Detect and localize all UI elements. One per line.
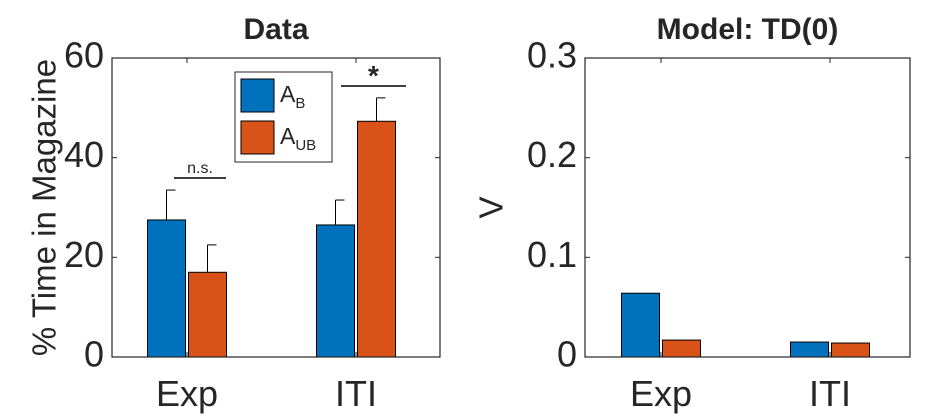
y-tick-label: 60 bbox=[64, 35, 104, 76]
y-tick-label: 20 bbox=[64, 234, 104, 275]
panel-title: Data bbox=[243, 13, 308, 46]
x-tick-label: ITI bbox=[335, 373, 377, 414]
significance-label: n.s. bbox=[187, 160, 213, 177]
bar bbox=[831, 342, 870, 358]
y-tick-label: 40 bbox=[64, 134, 104, 175]
y-tick-label: 0 bbox=[84, 334, 104, 375]
ticks-group: 0 0.1 0.2 0.3 Exp ITI bbox=[527, 35, 910, 414]
bar bbox=[662, 339, 701, 358]
axes-box bbox=[584, 57, 911, 358]
bar bbox=[147, 219, 186, 358]
bar bbox=[790, 341, 829, 358]
x-tick-label: Exp bbox=[156, 373, 218, 414]
bars-group bbox=[621, 292, 870, 358]
x-tick-label: Exp bbox=[630, 373, 692, 414]
legend-swatch bbox=[240, 78, 275, 113]
legend-label-subscript: UB bbox=[295, 137, 316, 154]
y-axis-label: V bbox=[473, 196, 510, 218]
bar bbox=[316, 224, 355, 358]
x-tick-label: ITI bbox=[809, 373, 851, 414]
bar bbox=[188, 271, 227, 358]
y-axis-label: % Time in Magazine bbox=[26, 59, 63, 356]
error-bars-group bbox=[166, 97, 386, 273]
model-panel: 0 0.1 0.2 0.3 Exp ITI Model: TD(0) V bbox=[473, 13, 911, 414]
y-tick-label: 0.2 bbox=[527, 134, 577, 175]
axes-box bbox=[111, 57, 441, 358]
bar bbox=[621, 292, 660, 358]
legend-label-subscript: B bbox=[295, 95, 305, 112]
significance-annotations: n.s. * bbox=[174, 60, 406, 179]
y-tick-label: 0.3 bbox=[527, 35, 577, 76]
legend-swatch bbox=[240, 120, 275, 155]
y-tick-label: 0.1 bbox=[527, 234, 577, 275]
bar bbox=[357, 120, 396, 358]
ticks-group: 0 20 40 60 Exp ITI bbox=[64, 35, 440, 414]
y-tick-label: 0 bbox=[557, 334, 577, 375]
data-panel: 0 20 40 60 Exp ITI Data % Time in Magazine n.… bbox=[26, 13, 441, 414]
significance-label: * bbox=[368, 60, 379, 91]
bars-group bbox=[147, 120, 396, 358]
panel-title: Model: TD(0) bbox=[657, 13, 839, 46]
